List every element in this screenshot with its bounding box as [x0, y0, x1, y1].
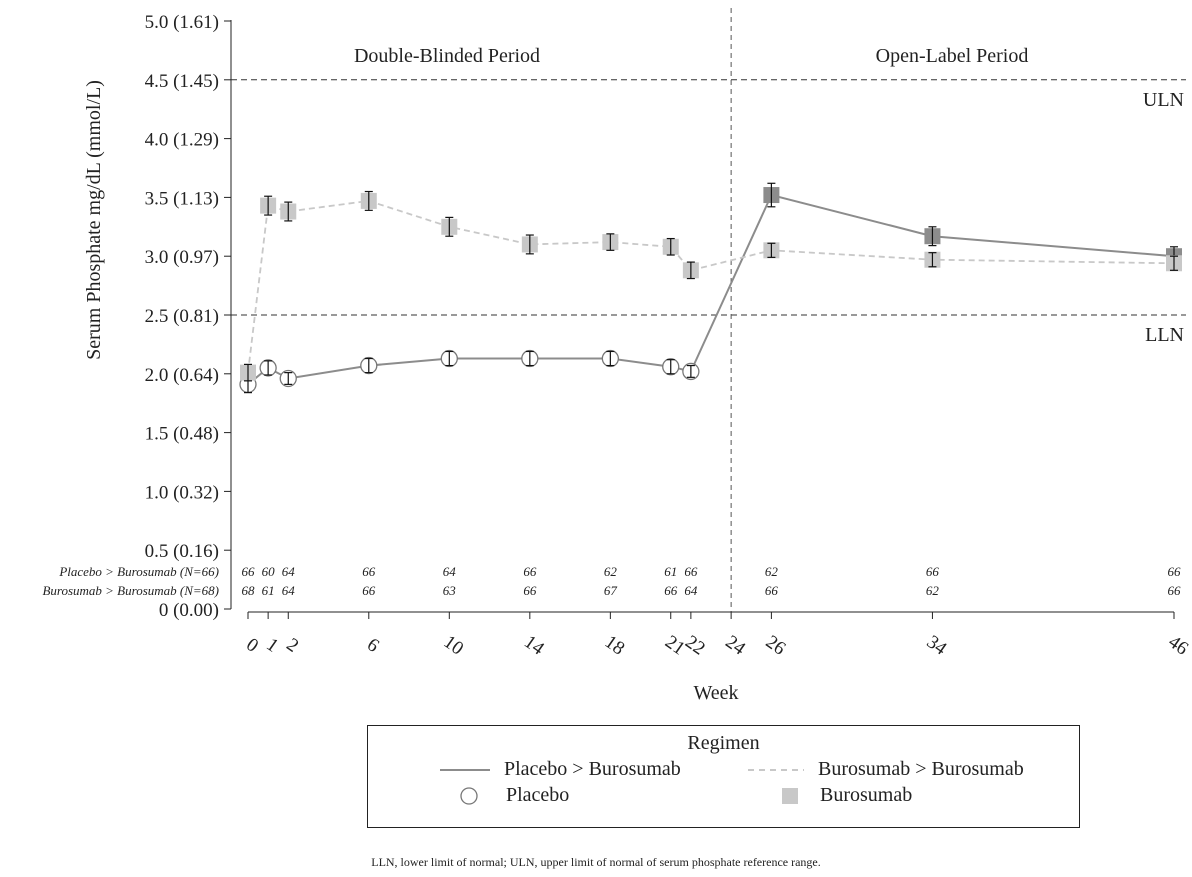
y-tick-label: 1.5 (0.48): [145, 424, 219, 445]
legend-label: Burosumab > Burosumab: [818, 758, 1024, 780]
n-count: 66: [242, 564, 256, 579]
footnote: LLN, lower limit of normal; ULN, upper l…: [371, 855, 821, 869]
x-tick-label: 10: [440, 631, 468, 659]
y-tick-label: 1.0 (0.32): [145, 482, 219, 503]
n-count: 66: [1168, 564, 1182, 579]
series-group: [239, 182, 1182, 394]
y-tick-label: 3.5 (1.13): [145, 188, 219, 209]
legend-item-burosumab: Burosumab: [780, 784, 912, 807]
n-count: 66: [523, 564, 537, 579]
x-tick-label: 6: [363, 634, 383, 657]
legend-label: Burosumab: [820, 784, 913, 806]
square-marker-icon: [782, 787, 798, 804]
n-count: 68: [242, 583, 256, 598]
reference-lines: [231, 8, 1186, 612]
x-tick-label: 34: [923, 631, 951, 659]
legend-label: Placebo > Burosumab: [504, 758, 681, 780]
n-count: 62: [604, 564, 618, 579]
n-count: 66: [664, 583, 678, 598]
x-tick-label: 14: [520, 631, 548, 659]
x-tick-label: 26: [762, 631, 790, 659]
chart-text: ULN LLN Double-Blinded Period Open-Label Pe…: [42, 45, 1184, 598]
y-tick-label: 2.0 (0.64): [145, 365, 219, 386]
n-count: 64: [684, 583, 698, 598]
n-row-label: Placebo > Burosumab (N=66): [58, 564, 219, 579]
y-tick-label: 0.5 (0.16): [145, 541, 219, 562]
ref-label-lln: LLN: [1145, 324, 1184, 346]
n-count: 66: [684, 564, 698, 579]
n-count: 61: [664, 564, 677, 579]
y-tick-label: 4.0 (1.29): [145, 130, 219, 151]
y-tick-label: 3.0 (0.97): [145, 247, 219, 268]
legend-label: Placebo: [506, 784, 570, 806]
x-tick-label: 2: [283, 634, 303, 657]
n-count: 61: [262, 583, 275, 598]
x-tick-label: 22: [681, 631, 709, 659]
n-count: 64: [282, 564, 296, 579]
legend: Regimen Placebo > Burosumab Burosumab > …: [367, 725, 1080, 828]
n-count: 64: [443, 564, 457, 579]
series-line-1: [247, 199, 1175, 373]
x-axis-title: Week: [693, 682, 738, 704]
y-tick-label: 4.5 (1.45): [145, 71, 219, 92]
x-tick-label: 18: [601, 631, 629, 659]
legend-title: Regimen: [687, 732, 760, 754]
n-count: 66: [362, 564, 376, 579]
n-count: 64: [282, 583, 296, 598]
series-line-0: [247, 193, 1175, 386]
x-tick-label: 0: [242, 634, 262, 657]
n-count: 60: [262, 564, 276, 579]
n-count: 62: [926, 583, 940, 598]
y-tick-label: 2.5 (0.81): [145, 306, 219, 327]
dashed-line-swatch: [748, 768, 804, 771]
period-label-double-blinded: Double-Blinded Period: [354, 45, 540, 67]
n-row-label: Burosumab > Burosumab (N=68): [42, 583, 219, 598]
solid-line-swatch: [440, 768, 490, 771]
n-count: 62: [765, 564, 779, 579]
n-count: 66: [523, 583, 537, 598]
legend-item-burosumab-burosumab: Burosumab > Burosumab: [748, 758, 1024, 781]
n-count: 66: [926, 564, 940, 579]
ref-label-uln: ULN: [1143, 89, 1184, 111]
legend-item-placebo-burosumab: Placebo > Burosumab: [440, 758, 681, 781]
n-count: 66: [765, 583, 779, 598]
x-tick-label: 1: [262, 634, 282, 657]
period-label-open-label: Open-Label Period: [876, 45, 1029, 67]
x-tick-label: 24: [721, 631, 749, 659]
n-count: 67: [604, 583, 618, 598]
n-count: 63: [443, 583, 457, 598]
legend-item-placebo: Placebo: [458, 784, 569, 807]
y-tick-label: 5.0 (1.61): [145, 12, 219, 33]
y-axis-title: Serum Phosphate mg/dL (mmol/L): [83, 80, 105, 360]
y-tick-label: 0 (0.00): [159, 600, 219, 621]
serum-phosphate-chart: 0 (0.00) 0.5 (0.16) 1.0 (0.32) 1.5 (0.48) 2.…: [42, 8, 1192, 704]
n-count: 66: [1168, 583, 1182, 598]
circle-marker-icon: [460, 786, 478, 805]
n-count: 66: [362, 583, 376, 598]
x-tick-label: 46: [1164, 631, 1192, 659]
